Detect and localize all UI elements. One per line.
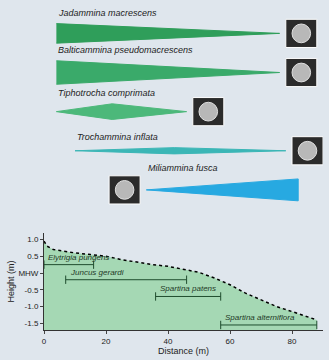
svg-text:20: 20	[102, 337, 111, 346]
svg-text:Balticammina pseudomacrescens: Balticammina pseudomacrescens	[58, 45, 193, 55]
svg-text:Juncus gerardi: Juncus gerardi	[70, 268, 124, 277]
svg-text:Miliammina fusca: Miliammina fusca	[148, 163, 218, 173]
svg-text:60: 60	[226, 337, 235, 346]
svg-text:1.0: 1.0	[27, 235, 39, 244]
svg-text:Trochammina inflata: Trochammina inflata	[77, 132, 158, 142]
svg-text:80: 80	[288, 337, 297, 346]
svg-text:Spartina alterniflora: Spartina alterniflora	[225, 313, 295, 322]
svg-text:MHW: MHW	[18, 269, 38, 278]
svg-text:0.5: 0.5	[27, 252, 39, 261]
svg-text:Height (m): Height (m)	[6, 260, 16, 302]
svg-text:Spartina patens: Spartina patens	[160, 284, 216, 293]
svg-text:Distance (m): Distance (m)	[158, 346, 209, 356]
svg-text:-1.0: -1.0	[25, 302, 39, 311]
svg-text:Tiphotrocha comprimata: Tiphotrocha comprimata	[58, 88, 155, 98]
svg-text:-1.5: -1.5	[25, 319, 39, 328]
svg-text:40: 40	[164, 337, 173, 346]
svg-text:Elytrigia pungens: Elytrigia pungens	[48, 253, 109, 262]
svg-text:0: 0	[42, 337, 47, 346]
svg-text:-0.5: -0.5	[25, 286, 39, 295]
svg-text:Jadammina macrescens: Jadammina macrescens	[58, 8, 157, 18]
